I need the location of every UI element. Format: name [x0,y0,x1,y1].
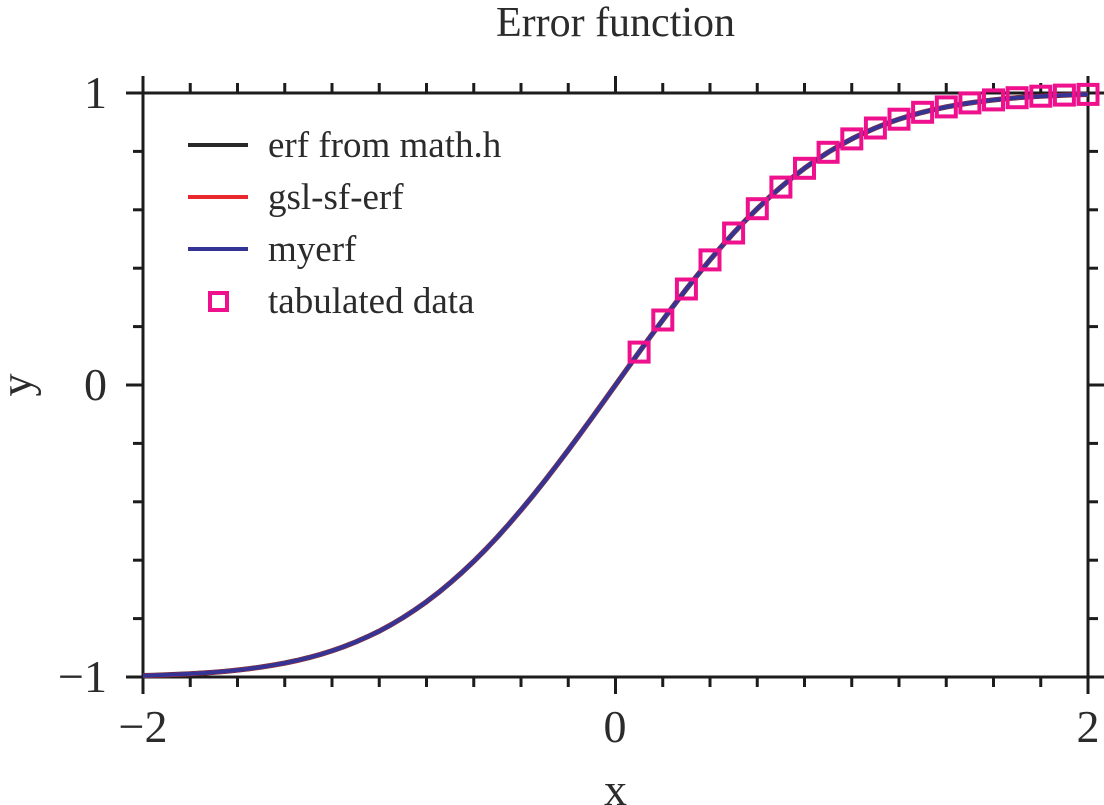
legend-item-label: myerf [268,228,357,270]
y-axis-label: y [0,374,43,397]
data-point-square [840,127,864,151]
data-point-square [1076,82,1100,106]
legend-item: gsl-sf-erf [188,171,501,223]
data-point-square [982,88,1005,112]
y-ticks [126,91,1104,679]
y-tick-label-zero: 0 [84,359,107,410]
legend: erf from math.h gsl-sf-erf myerf tabulat… [188,119,501,327]
data-point-square [1029,84,1053,108]
data-point-square [1005,86,1029,110]
data-point-square [887,107,911,131]
data-point-square [958,91,982,115]
y-tick-label-one: 1 [84,67,107,118]
legend-item: tabulated data [188,275,501,327]
data-point-square [745,197,769,221]
legend-item-label: tabulated data [268,280,475,322]
x-tick-label-minus2: −2 [118,701,168,752]
data-point-square [1052,83,1076,107]
x-axis-label: x [604,764,627,805]
data-point-square [627,340,651,364]
data-point-square [674,277,698,301]
legend-line-sample-gsl-sf-erf [188,195,248,199]
legend-item-label: erf from math.h [268,124,502,166]
legend-item: myerf [188,223,501,275]
chart-title: Error function [495,0,736,46]
data-point-square [863,116,887,140]
x-tick-label-zero: 0 [603,701,627,752]
legend-line-sample-erf-math [188,143,248,147]
data-point-square [816,140,840,164]
y-tick-label-minus-one: −1 [58,651,107,702]
data-point-square [911,100,935,124]
data-point-square [722,221,746,245]
data-point-square [698,248,722,272]
tabulated-markers [627,82,1100,364]
plot-border [141,91,1090,679]
x-ticks [141,76,1090,694]
legend-item: erf from math.h [188,119,501,171]
legend-item-label: gsl-sf-erf [268,176,404,218]
data-point-square [793,156,816,180]
data-point-square [934,95,958,119]
legend-line-sample-myerf [188,247,248,251]
x-tick-label-two: 2 [1076,701,1100,752]
legend-square-marker-sample [188,290,248,312]
data-point-square [651,308,675,332]
data-point-square [769,175,793,199]
